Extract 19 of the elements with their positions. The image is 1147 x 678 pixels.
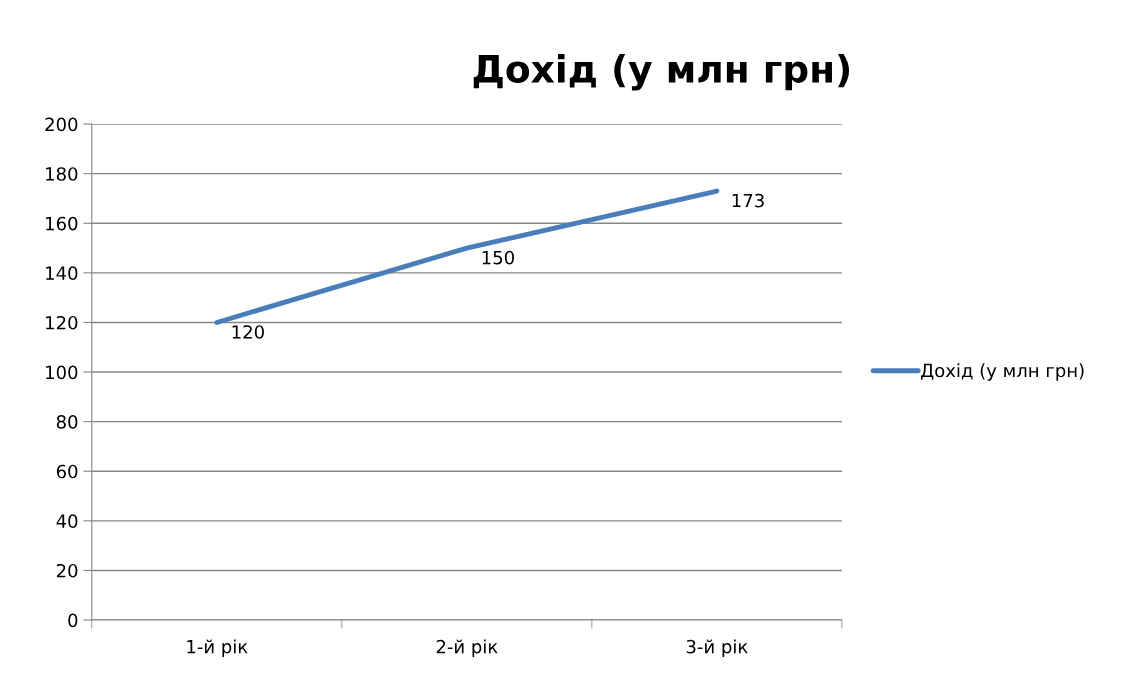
x-tick-label: 2-й рік: [436, 639, 498, 657]
x-tick-label: 1-й рік: [187, 639, 248, 657]
data-label: 150: [482, 250, 514, 265]
y-tick-label: 20: [56, 563, 78, 578]
y-tick-label: 140: [46, 266, 78, 280]
y-tick-label: 120: [46, 315, 78, 330]
x-tick-label: 3-й рік: [686, 639, 748, 657]
data-label: 173: [732, 193, 764, 208]
legend-label: Дохід (у млн грн): [920, 363, 1084, 381]
chart-title: Дохід (у млн грн): [473, 53, 850, 91]
data-label: 120: [232, 325, 264, 339]
y-tick-label: 0: [68, 613, 78, 628]
y-tick-label: 60: [56, 464, 78, 479]
y-tick-label: 200: [45, 117, 78, 132]
y-tick-label: 180: [46, 167, 78, 181]
y-tick-label: 160: [46, 216, 78, 231]
y-tick-label: 100: [46, 365, 78, 380]
y-tick-label: 40: [56, 514, 78, 528]
y-tick-label: 80: [56, 415, 78, 429]
